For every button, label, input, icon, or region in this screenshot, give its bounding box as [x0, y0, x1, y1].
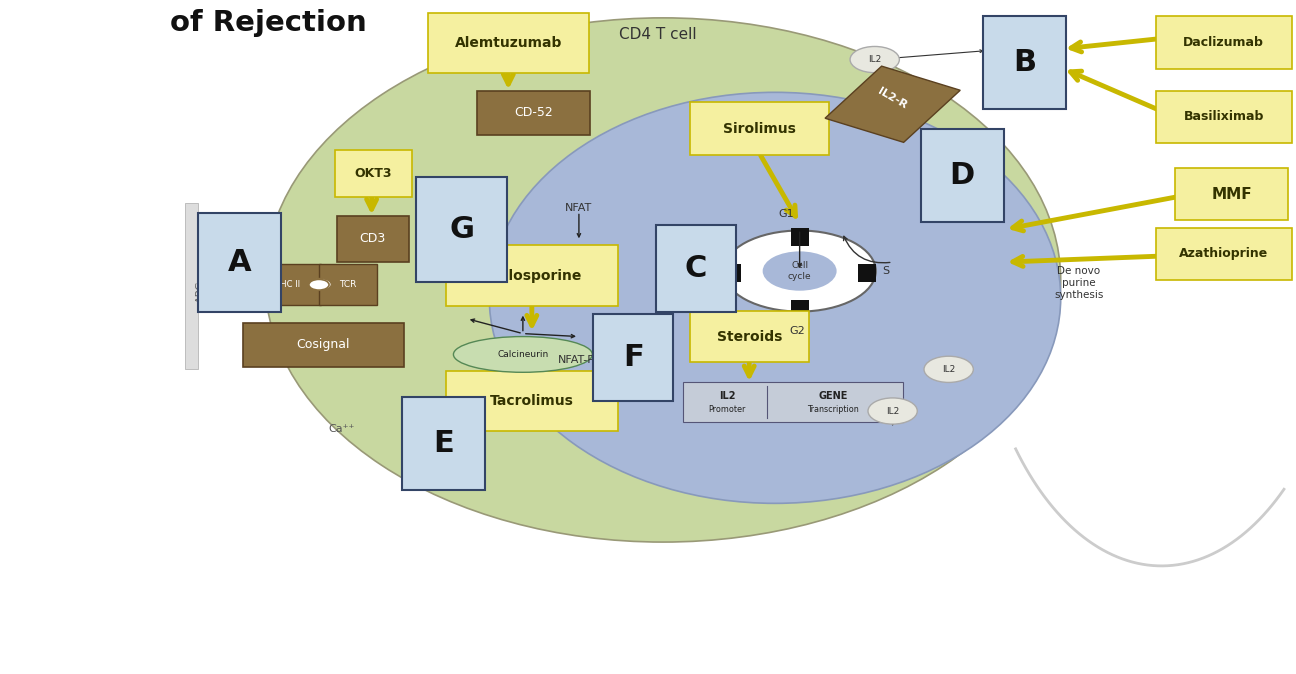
- Text: S: S: [883, 266, 889, 276]
- Text: Ca⁺⁺: Ca⁺⁺: [328, 424, 355, 434]
- Text: Cosignal: Cosignal: [297, 338, 350, 351]
- Text: G2: G2: [789, 326, 805, 336]
- Circle shape: [850, 47, 899, 73]
- Text: IL2: IL2: [868, 55, 881, 64]
- Text: OKT3: OKT3: [355, 167, 393, 180]
- FancyBboxPatch shape: [242, 323, 404, 367]
- Text: CD4 T cell: CD4 T cell: [618, 27, 696, 42]
- FancyBboxPatch shape: [416, 177, 507, 282]
- Circle shape: [308, 280, 329, 290]
- FancyBboxPatch shape: [402, 397, 485, 490]
- Circle shape: [924, 357, 973, 382]
- Bar: [791, 300, 809, 317]
- Text: GENE: GENE: [819, 391, 848, 400]
- FancyBboxPatch shape: [689, 102, 828, 155]
- Text: C: C: [684, 253, 708, 282]
- Text: MMF: MMF: [1212, 187, 1252, 202]
- Text: A: A: [228, 247, 251, 276]
- Text: Transcription: Transcription: [807, 406, 859, 415]
- Ellipse shape: [266, 18, 1060, 542]
- Text: IL2-R: IL2-R: [876, 86, 908, 111]
- Bar: [791, 228, 809, 246]
- Text: Steroids: Steroids: [717, 330, 781, 344]
- Text: M: M: [700, 266, 709, 276]
- Text: Alemtuzumab: Alemtuzumab: [455, 36, 562, 50]
- Text: Basiliximab: Basiliximab: [1183, 111, 1264, 123]
- FancyBboxPatch shape: [1156, 16, 1292, 69]
- Text: G: G: [450, 215, 474, 244]
- FancyBboxPatch shape: [477, 90, 590, 135]
- Text: CD-52: CD-52: [515, 106, 553, 119]
- Ellipse shape: [454, 336, 592, 372]
- Text: G1: G1: [779, 210, 794, 220]
- Bar: [858, 264, 876, 282]
- Bar: [723, 264, 741, 282]
- Text: IL2: IL2: [886, 406, 899, 416]
- FancyBboxPatch shape: [594, 314, 673, 401]
- Text: Daclizumab: Daclizumab: [1183, 36, 1264, 49]
- FancyBboxPatch shape: [334, 150, 412, 197]
- Text: F: F: [623, 343, 644, 372]
- Text: Cyclosporine: Cyclosporine: [482, 268, 582, 282]
- FancyBboxPatch shape: [656, 224, 736, 311]
- Text: B: B: [1013, 48, 1037, 77]
- Text: NFAT: NFAT: [565, 204, 592, 214]
- Text: Promoter: Promoter: [708, 406, 745, 415]
- Circle shape: [868, 398, 918, 424]
- Text: TCR: TCR: [340, 280, 356, 289]
- Text: IL2: IL2: [942, 365, 955, 374]
- Text: Sirolimus: Sirolimus: [723, 122, 796, 135]
- Bar: [184, 202, 198, 369]
- FancyBboxPatch shape: [446, 371, 618, 431]
- Ellipse shape: [490, 92, 1060, 503]
- Text: Tacrolimus: Tacrolimus: [490, 394, 574, 408]
- FancyBboxPatch shape: [446, 245, 618, 305]
- FancyBboxPatch shape: [1156, 228, 1292, 280]
- Text: APC: APC: [196, 281, 206, 303]
- Text: E: E: [433, 429, 454, 458]
- FancyBboxPatch shape: [689, 311, 809, 362]
- Circle shape: [762, 251, 837, 290]
- FancyBboxPatch shape: [1175, 168, 1288, 220]
- Text: De novo
purine
synthesis: De novo purine synthesis: [1054, 266, 1103, 299]
- FancyBboxPatch shape: [826, 66, 960, 142]
- FancyBboxPatch shape: [319, 264, 377, 305]
- Text: CD3: CD3: [359, 233, 386, 245]
- Circle shape: [723, 231, 876, 311]
- FancyBboxPatch shape: [428, 13, 588, 73]
- Text: Cell
cycle: Cell cycle: [788, 262, 811, 281]
- FancyBboxPatch shape: [198, 213, 281, 311]
- FancyBboxPatch shape: [1156, 90, 1292, 143]
- Text: NFAT-P: NFAT-P: [559, 355, 595, 365]
- Circle shape: [308, 278, 332, 290]
- Text: Azathioprine: Azathioprine: [1179, 247, 1269, 260]
- Text: of Rejection: of Rejection: [170, 9, 367, 37]
- FancyBboxPatch shape: [984, 16, 1067, 109]
- Text: IL2-R: IL2-R: [0, 668, 16, 674]
- Text: IL2: IL2: [719, 391, 735, 400]
- FancyBboxPatch shape: [920, 129, 1003, 222]
- FancyBboxPatch shape: [683, 382, 903, 422]
- Text: MHC II: MHC II: [273, 280, 301, 289]
- FancyBboxPatch shape: [337, 216, 408, 262]
- FancyBboxPatch shape: [251, 264, 321, 305]
- Text: D: D: [950, 161, 975, 190]
- Text: Calcineurin: Calcineurin: [498, 350, 548, 359]
